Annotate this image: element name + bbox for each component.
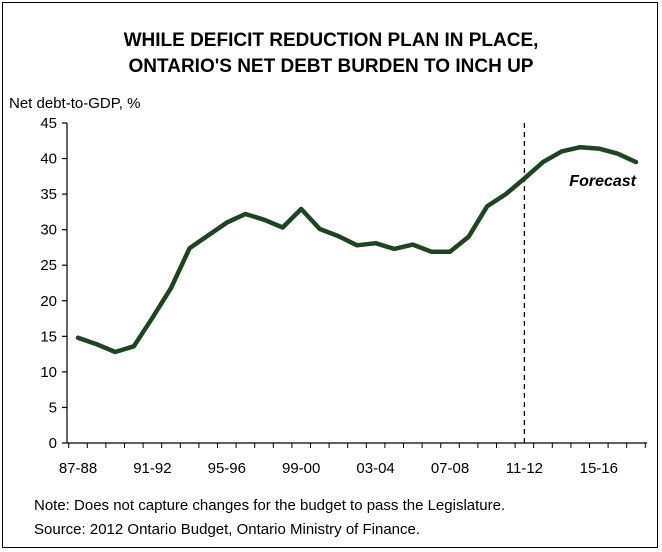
x-tick-label: 99-00 (282, 460, 320, 477)
data-point (132, 344, 136, 348)
data-point (206, 233, 210, 237)
data-point (485, 204, 489, 208)
y-tick-label: 10 (40, 364, 57, 381)
x-tick-label: 87-88 (59, 460, 97, 477)
data-point (541, 160, 545, 164)
x-tick-label: 95-96 (208, 460, 246, 477)
y-tick-label: 0 (49, 435, 57, 452)
y-tick-label: 5 (49, 399, 57, 416)
forecast-annotation: Forecast (569, 173, 636, 190)
data-point (188, 246, 192, 250)
data-point (522, 176, 527, 181)
y-tick-label: 45 (40, 115, 57, 132)
series-line (75, 144, 639, 355)
data-point (76, 336, 80, 340)
data-point (262, 218, 266, 222)
data-point (318, 227, 322, 231)
data-point (560, 149, 564, 154)
data-point (411, 243, 415, 247)
data-point (374, 241, 378, 245)
x-tick-label: 03-04 (356, 460, 394, 477)
y-tick-label: 15 (40, 328, 57, 345)
x-tick-label: 11-12 (506, 460, 543, 477)
data-point (299, 207, 303, 211)
source-text: Source: 2012 Ontario Budget, Ontario Min… (34, 521, 421, 538)
data-point (336, 234, 340, 238)
y-tick-label: 40 (40, 151, 57, 168)
chart-title-line-2: ONTARIO'S NET DEBT BURDEN TO INCH UP (128, 56, 534, 77)
x-tick-label: 91-92 (133, 460, 171, 477)
data-point (243, 212, 247, 216)
data-point (113, 350, 117, 354)
data-point (225, 220, 229, 225)
data-point (150, 316, 154, 320)
data-point (355, 243, 359, 247)
data-point (634, 160, 638, 164)
data-point (429, 250, 433, 254)
note-text: Note: Does not capture changes for the b… (34, 497, 506, 514)
data-point (578, 145, 582, 149)
y-tick-label: 30 (40, 222, 57, 239)
y-tick-label: 25 (40, 257, 57, 274)
data-point (169, 286, 173, 290)
data-point (467, 235, 471, 239)
data-point (281, 225, 285, 230)
data-point (597, 147, 601, 151)
chart-title-line-1: WHILE DEFICIT REDUCTION PLAN IN PLACE, (123, 30, 539, 51)
x-tick-label: 15-16 (580, 460, 618, 477)
y-axis-label: Net debt-to-GDP, % (9, 95, 141, 112)
data-point (448, 250, 452, 254)
data-point (392, 247, 396, 251)
x-tick-label: 07-08 (431, 460, 469, 477)
data-point (504, 192, 508, 196)
data-point (615, 151, 620, 156)
data-point (95, 342, 99, 346)
y-tick-label: 35 (40, 186, 57, 203)
y-tick-label: 20 (40, 293, 57, 310)
